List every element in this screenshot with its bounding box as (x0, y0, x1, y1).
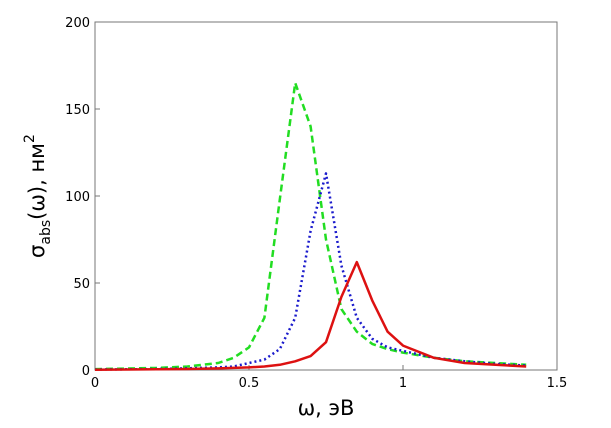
y-label-sub: abs (38, 220, 54, 245)
y-axis-label: σabs(ω), нм2 (22, 134, 54, 258)
y-label-rest: (ω), нм (25, 143, 49, 220)
plot-frame (94, 21, 558, 371)
y-tick-label: 100 (65, 190, 90, 205)
y-tick-label: 0 (82, 364, 90, 379)
series-line (94, 172, 527, 371)
x-tick-label: 1.5 (547, 376, 568, 391)
series-line (94, 260, 527, 371)
x-tick-label: 0 (91, 376, 99, 391)
x-tick-label: 1 (399, 376, 407, 391)
y-tick-label: 200 (65, 16, 90, 31)
x-axis-label: ω, эВ (298, 396, 355, 420)
y-label-main: σ (25, 245, 49, 258)
x-tick-label: 0.5 (239, 376, 260, 391)
y-label-sup: 2 (22, 134, 38, 143)
y-tick-label: 50 (73, 277, 90, 292)
y-tick-label: 150 (65, 103, 90, 118)
